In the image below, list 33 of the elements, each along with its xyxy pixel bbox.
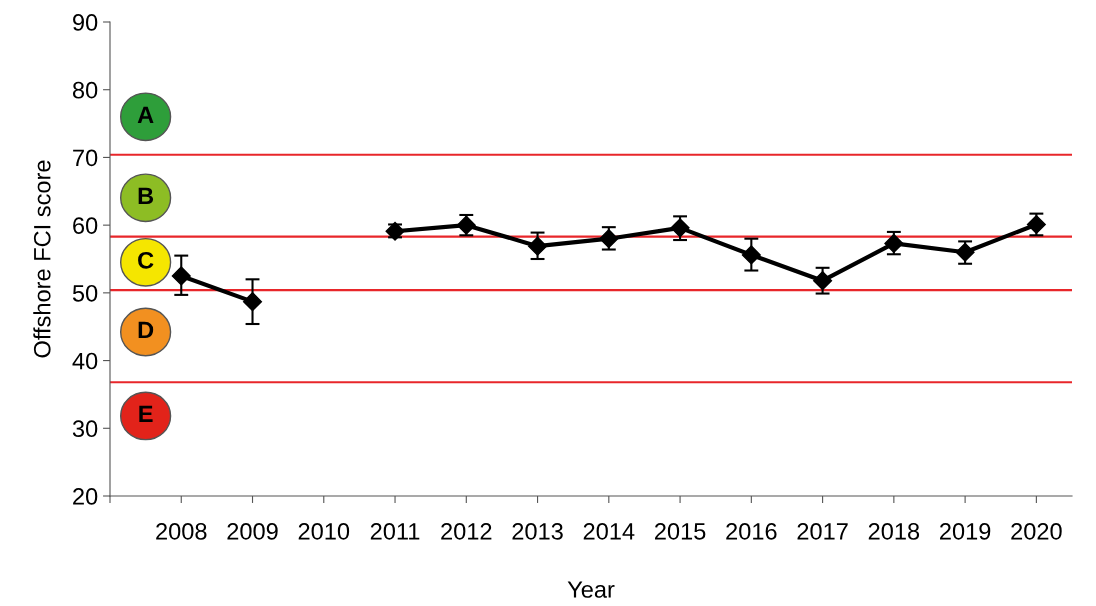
x-tick-label: 2016 <box>726 523 777 540</box>
x-tick-label: 2013 <box>512 523 563 540</box>
x-tick-label: 2015 <box>655 523 706 540</box>
x-axis-title: Year <box>567 581 615 598</box>
y-tick-label: 50 <box>72 284 98 302</box>
point <box>242 292 263 312</box>
annotation: D <box>138 321 154 339</box>
y-tick-label: 80 <box>72 81 98 99</box>
y-tick-label: 90 <box>73 14 98 31</box>
y-tick-label: 30 <box>72 420 98 438</box>
x-tick-label: 2010 <box>298 523 350 540</box>
x-tick-label: 2009 <box>227 523 278 540</box>
point <box>528 236 548 256</box>
annotation: C <box>138 251 154 269</box>
x-tick-label: 2012 <box>441 523 492 540</box>
annotation: A <box>137 106 154 123</box>
x-tick-label: 2019 <box>940 523 991 540</box>
annotation: B <box>138 187 154 204</box>
y-axis-title: Offshore FCI score <box>33 160 51 358</box>
x-tick-label: 2011 <box>370 523 420 540</box>
y-tick-label: 60 <box>73 217 98 234</box>
x-tick-label: 2017 <box>797 523 848 540</box>
y-tick-label: 40 <box>72 352 98 370</box>
annotation: E <box>139 405 153 422</box>
x-tick-label: 2014 <box>583 523 635 540</box>
point <box>171 266 191 286</box>
x-tick-label: 2008 <box>156 523 207 540</box>
y-tick-label: 20 <box>73 488 98 505</box>
point <box>741 245 761 265</box>
point <box>813 271 833 291</box>
x-tick-label: 2018 <box>868 523 920 540</box>
x-tick-label: 2020 <box>1011 523 1062 540</box>
y-tick-label: 70 <box>73 149 98 167</box>
